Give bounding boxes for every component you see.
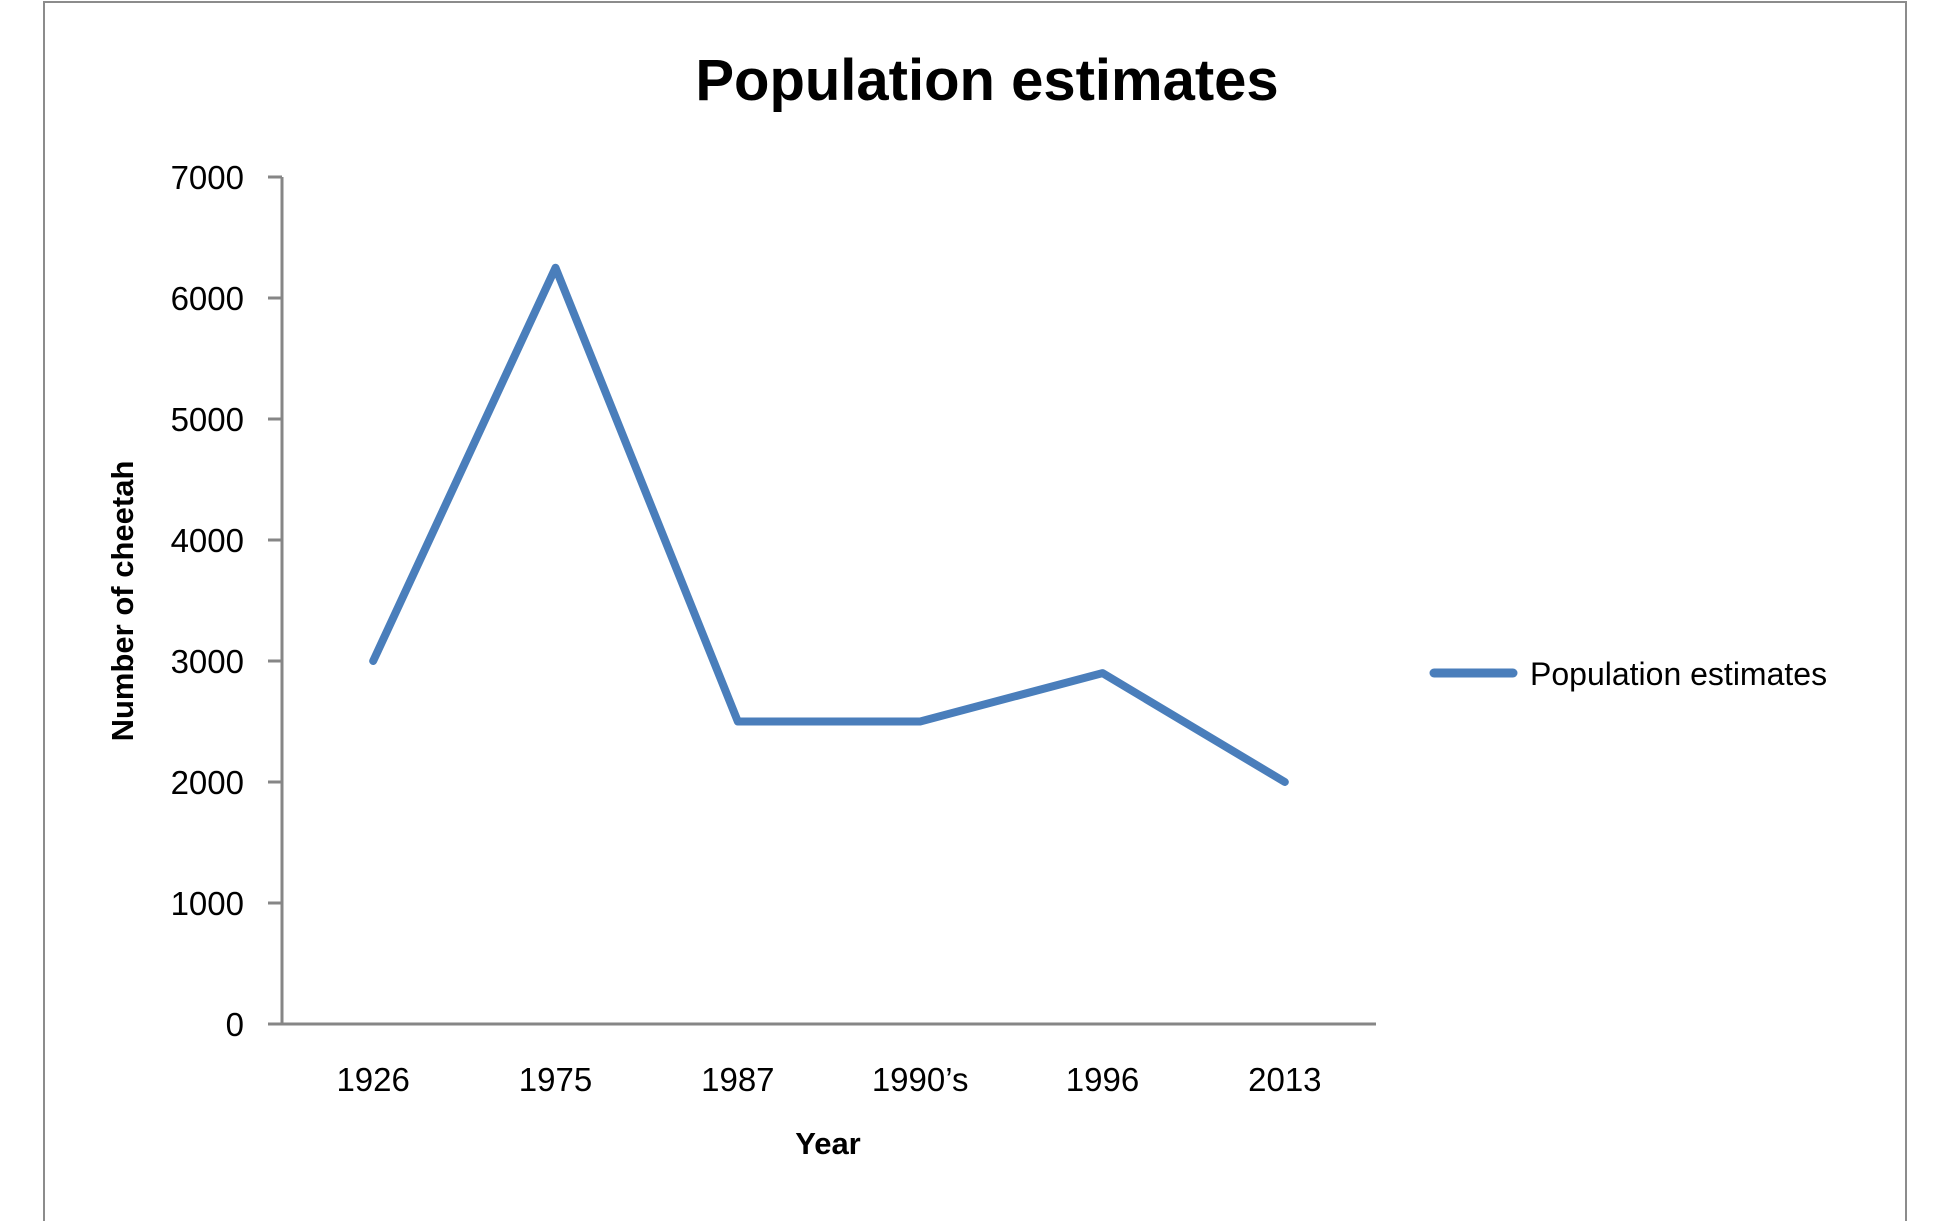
- y-tick-label: 3000: [171, 643, 244, 680]
- chart-frame: [43, 1, 1907, 1221]
- y-tick-label: 4000: [171, 522, 244, 559]
- y-tick-label: 7000: [171, 159, 244, 196]
- x-tick-label: 1996: [1066, 1061, 1139, 1098]
- x-tick-label: 1987: [701, 1061, 774, 1098]
- x-tick-label: 1975: [519, 1061, 592, 1098]
- x-tick-label: 2013: [1248, 1061, 1321, 1098]
- y-tick-label: 0: [226, 1006, 244, 1043]
- chart-title: Population estimates: [695, 48, 1278, 113]
- series-line: [369, 263, 1289, 786]
- y-axis-label: Number of cheetah: [105, 461, 140, 742]
- y-tick-label: 5000: [171, 401, 244, 438]
- y-tick-label: 1000: [171, 885, 244, 922]
- y-tick-label: 2000: [171, 764, 244, 801]
- x-axis-label: Year: [795, 1126, 861, 1161]
- y-tick-label: 6000: [171, 280, 244, 317]
- legend-label: Population estimates: [1530, 656, 1827, 692]
- legend: Population estimates: [1429, 656, 1827, 692]
- x-tick-label: 1926: [336, 1061, 409, 1098]
- x-tick-label: 1990’s: [872, 1061, 969, 1098]
